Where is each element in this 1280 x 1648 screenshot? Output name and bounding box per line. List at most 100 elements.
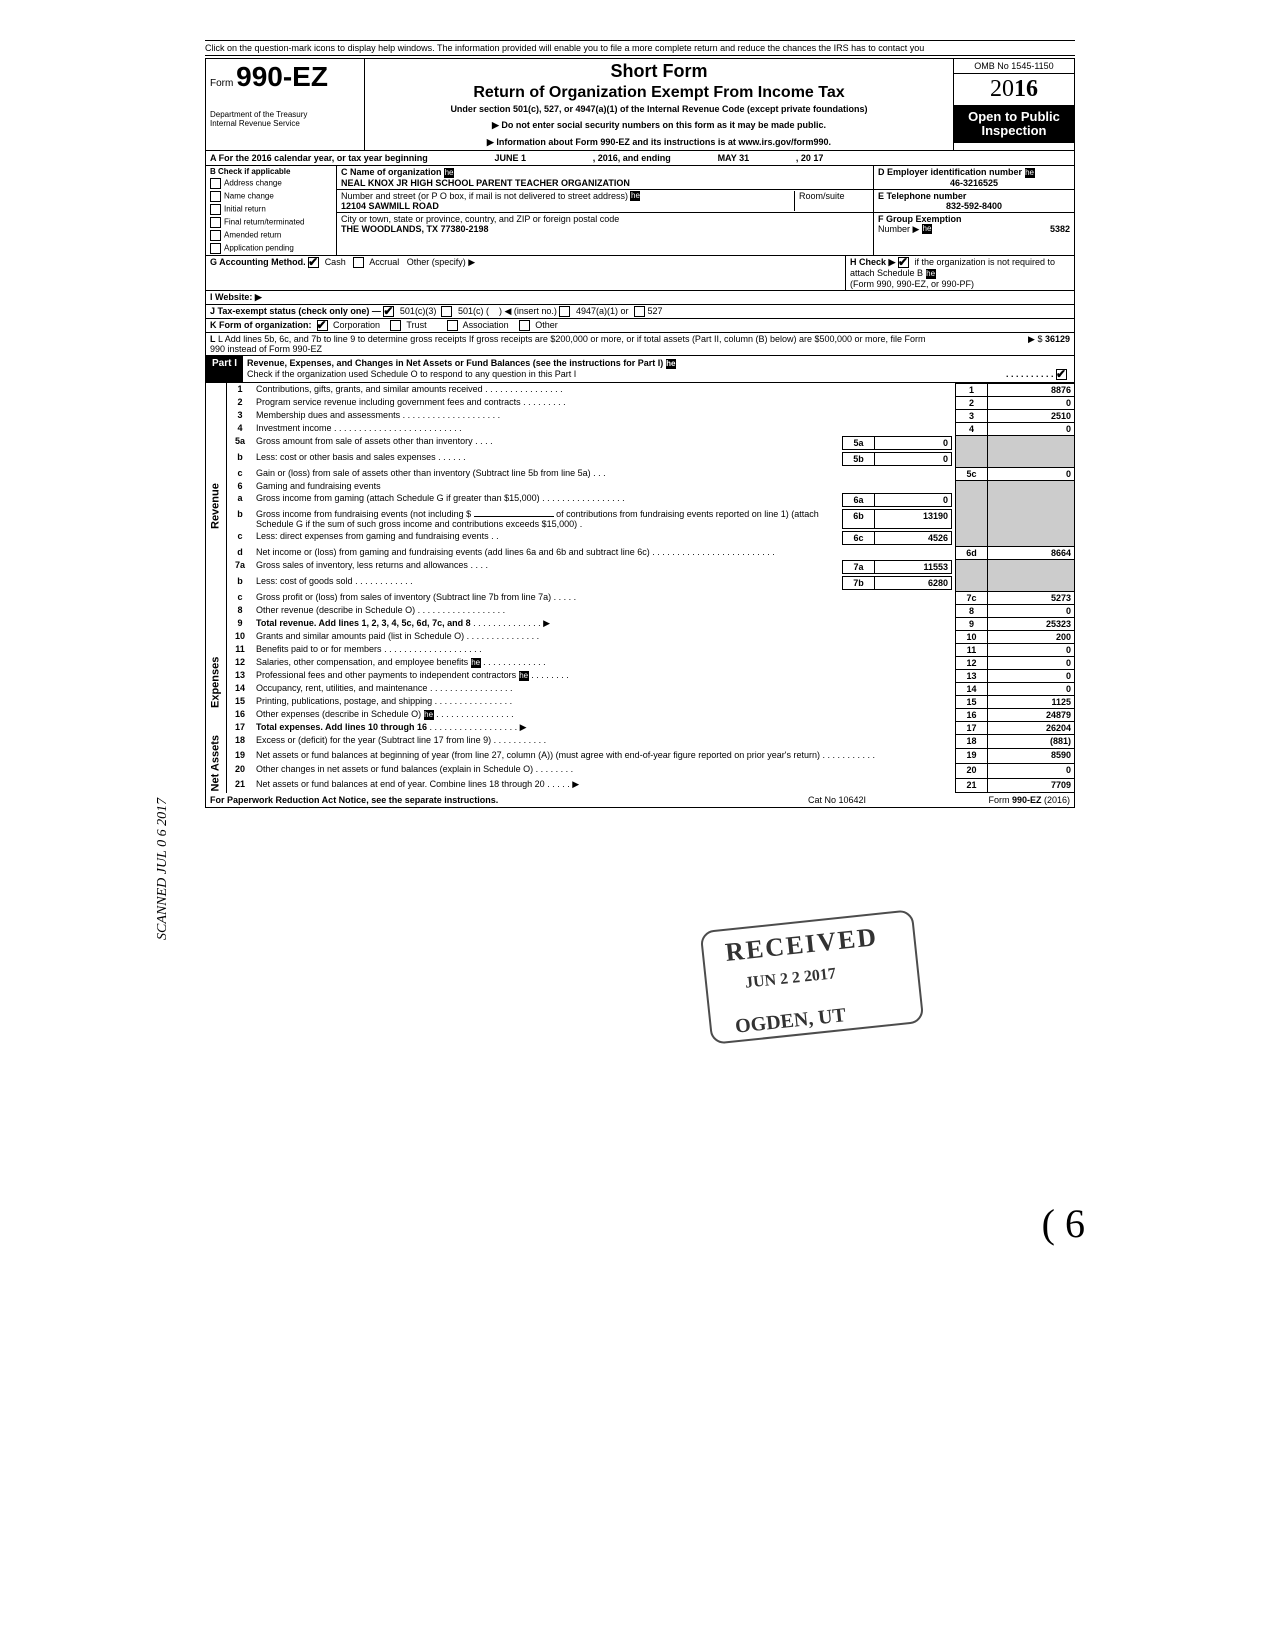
help-icon[interactable]: he bbox=[424, 710, 434, 720]
chk-address-change[interactable] bbox=[210, 178, 221, 189]
lbl-trust: Trust bbox=[406, 320, 426, 330]
line-18-val: (881) bbox=[988, 734, 1075, 749]
form-header: Form 990-EZ Department of the Treasury I… bbox=[205, 58, 1075, 151]
line-11-text: Benefits paid to or for members bbox=[256, 644, 382, 654]
line-8-text: Other revenue (describe in Schedule O) bbox=[256, 605, 415, 615]
chk-4947[interactable] bbox=[559, 306, 570, 317]
g-label: G Accounting Method. bbox=[210, 257, 306, 267]
line-16-text: Other expenses (describe in Schedule O) bbox=[256, 709, 421, 719]
chk-schedule-b[interactable] bbox=[898, 257, 909, 268]
line-6b-val: 13190 bbox=[875, 510, 952, 529]
line-5b-no: 5b bbox=[843, 453, 875, 466]
chk-name-change[interactable] bbox=[210, 191, 221, 202]
line-19-text: Net assets or fund balances at beginning… bbox=[256, 750, 820, 760]
part1-label: Part I bbox=[206, 356, 243, 382]
line-18-text: Excess or (deficit) for the year (Subtra… bbox=[256, 735, 491, 745]
period-end-year: 17 bbox=[813, 153, 823, 163]
i-label: I Website: ▶ bbox=[210, 292, 262, 302]
help-icon[interactable]: he bbox=[471, 658, 481, 668]
line-7b-text: Less: cost of goods sold bbox=[256, 576, 353, 586]
row-a-tax-year: A For the 2016 calendar year, or tax yea… bbox=[205, 151, 1075, 166]
line-4-text: Investment income bbox=[256, 423, 332, 433]
lbl-final-return: Final return/terminated bbox=[224, 218, 304, 227]
line-2-val: 0 bbox=[988, 396, 1075, 409]
help-icon[interactable]: he bbox=[444, 168, 454, 178]
line-4-val: 0 bbox=[988, 422, 1075, 435]
chk-initial-return[interactable] bbox=[210, 204, 221, 215]
lbl-accrual: Accrual bbox=[369, 257, 399, 267]
lbl-pending: Application pending bbox=[224, 244, 294, 253]
chk-pending[interactable] bbox=[210, 243, 221, 254]
help-icon[interactable]: he bbox=[666, 359, 676, 369]
row-a-label: A For the 2016 calendar year, or tax yea… bbox=[210, 153, 428, 163]
handwritten-16: ( 6 bbox=[1042, 1200, 1085, 1247]
street-address: 12104 SAWMILL ROAD bbox=[341, 201, 439, 211]
addr-label: Number and street (or P O box, if mail i… bbox=[341, 191, 628, 201]
lbl-corp: Corporation bbox=[333, 320, 380, 330]
line-8-val: 0 bbox=[988, 604, 1075, 617]
line-21-text: Net assets or fund balances at end of ye… bbox=[256, 779, 545, 789]
l-arrow: ▶ $ bbox=[1028, 334, 1042, 344]
lines-table: Revenue 1Contributions, gifts, grants, a… bbox=[205, 383, 1075, 793]
section-netassets: Net Assets bbox=[206, 734, 227, 792]
hint-text: Click on the question-mark icons to disp… bbox=[205, 40, 1075, 56]
line-9-val: 25323 bbox=[988, 617, 1075, 630]
form-number: 990-EZ bbox=[236, 61, 328, 92]
chk-501c3[interactable] bbox=[383, 306, 394, 317]
chk-527[interactable] bbox=[634, 306, 645, 317]
line-14-text: Occupancy, rent, utilities, and maintena… bbox=[256, 683, 427, 693]
line-17-val: 26204 bbox=[988, 721, 1075, 734]
form-title: Return of Organization Exempt From Incom… bbox=[373, 84, 945, 102]
chk-corp[interactable] bbox=[317, 320, 328, 331]
h-label: H Check ▶ bbox=[850, 257, 895, 267]
chk-cash[interactable] bbox=[308, 257, 319, 268]
help-icon[interactable]: he bbox=[1025, 168, 1035, 178]
part1-title: Revenue, Expenses, and Changes in Net As… bbox=[247, 358, 663, 368]
line-7a-text: Gross sales of inventory, less returns a… bbox=[256, 560, 468, 570]
section-revenue: Revenue bbox=[206, 383, 227, 630]
line-3-text: Membership dues and assessments bbox=[256, 410, 400, 420]
chk-other-org[interactable] bbox=[519, 320, 530, 331]
line-12-val: 0 bbox=[988, 656, 1075, 669]
col-b-header: B Check if applicable bbox=[206, 166, 336, 177]
line-13-text: Professional fees and other payments to … bbox=[256, 670, 516, 680]
line-13-val: 0 bbox=[988, 669, 1075, 682]
line-6d-no: 6d bbox=[956, 546, 988, 559]
chk-accrual[interactable] bbox=[353, 257, 364, 268]
line-6a-val: 0 bbox=[875, 494, 952, 507]
scanned-stamp: SCANNED JUL 0 6 2017 bbox=[155, 798, 171, 940]
k-label: K Form of organization: bbox=[210, 320, 312, 330]
chk-assoc[interactable] bbox=[447, 320, 458, 331]
help-icon[interactable]: he bbox=[922, 224, 932, 234]
chk-501c[interactable] bbox=[441, 306, 452, 317]
chk-final-return[interactable] bbox=[210, 217, 221, 228]
chk-amended[interactable] bbox=[210, 230, 221, 241]
line-1-text: Contributions, gifts, grants, and simila… bbox=[256, 384, 483, 394]
year-bold: 16 bbox=[1014, 76, 1038, 102]
line-15-text: Printing, publications, postage, and shi… bbox=[256, 696, 432, 706]
line-15-val: 1125 bbox=[988, 695, 1075, 708]
chk-schedule-o[interactable] bbox=[1056, 369, 1067, 380]
lbl-527: 527 bbox=[648, 306, 663, 316]
help-icon[interactable]: he bbox=[630, 191, 640, 201]
row-a-tail: , 20 bbox=[796, 153, 811, 163]
line-6a-text: Gross income from gaming (attach Schedul… bbox=[256, 493, 540, 503]
line-5c-no: 5c bbox=[956, 467, 988, 480]
help-icon[interactable]: he bbox=[926, 269, 936, 279]
dept-irs: Internal Revenue Service bbox=[210, 120, 360, 129]
line-11-val: 0 bbox=[988, 643, 1075, 656]
line-21-val: 7709 bbox=[988, 778, 1075, 793]
footer-cat: Cat No 10642I bbox=[758, 793, 916, 807]
lbl-other-org: Other bbox=[535, 320, 558, 330]
tax-year: 2016 bbox=[954, 74, 1074, 106]
help-icon[interactable]: he bbox=[519, 671, 529, 681]
chk-trust[interactable] bbox=[390, 320, 401, 331]
line-19-val: 8590 bbox=[988, 749, 1075, 764]
j-label: J Tax-exempt status (check only one) — bbox=[210, 306, 381, 316]
line-12-text: Salaries, other compensation, and employ… bbox=[256, 657, 468, 667]
line-17-text: Total expenses. Add lines 10 through 16 bbox=[256, 722, 427, 732]
line-7b-val: 6280 bbox=[875, 577, 952, 590]
line-6b-text1: Gross income from fundraising events (no… bbox=[256, 509, 471, 519]
lbl-cash: Cash bbox=[325, 257, 346, 267]
city-value: THE WOODLANDS, TX 77380-2198 bbox=[341, 224, 489, 234]
